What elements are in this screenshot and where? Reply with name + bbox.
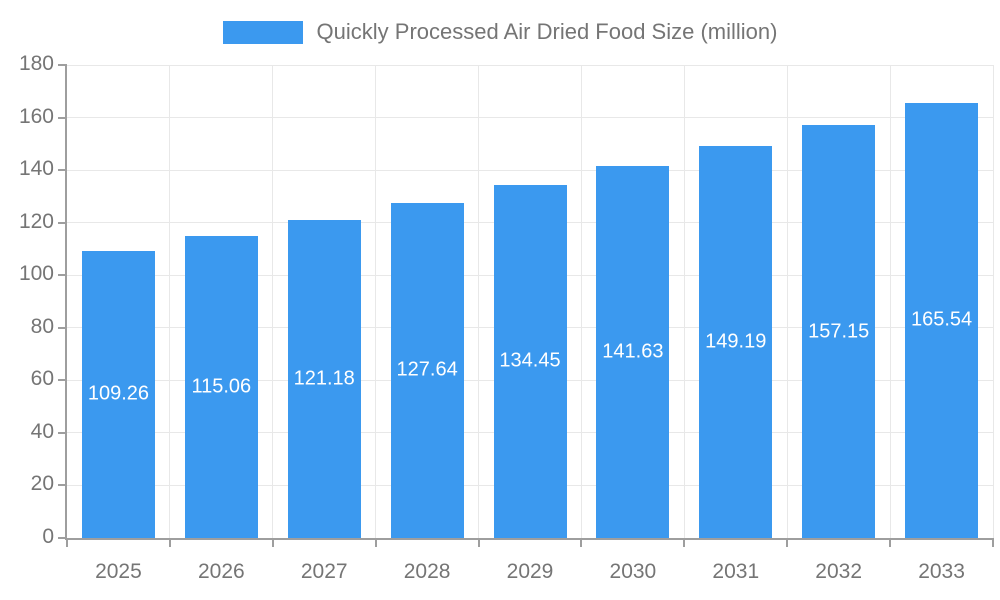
x-tick-label: 2025 <box>95 560 142 583</box>
y-tick-label: 160 <box>18 104 54 128</box>
y-tick-label: 20 <box>30 472 54 496</box>
y-axis-tick <box>58 221 67 224</box>
y-axis-tick <box>58 431 67 434</box>
gridline-vertical <box>169 65 171 538</box>
gridline-horizontal <box>67 117 993 119</box>
gridline-vertical <box>580 65 582 538</box>
x-axis-tick <box>477 538 480 547</box>
bar-value-label: 157.15 <box>808 320 870 343</box>
y-axis-tick <box>58 274 67 277</box>
x-axis-tick <box>683 538 686 547</box>
gridline-vertical <box>683 65 685 538</box>
bar[interactable] <box>596 165 670 538</box>
x-axis-tick <box>580 538 583 547</box>
y-axis-tick <box>58 116 67 119</box>
x-tick-label: 2030 <box>609 560 657 583</box>
legend[interactable]: Quickly Processed Air Dried Food Size (m… <box>0 19 1000 45</box>
y-axis-tick <box>58 379 67 382</box>
bar-value-label: 121.18 <box>293 367 355 390</box>
x-axis-tick <box>374 538 377 547</box>
bar[interactable] <box>905 102 979 538</box>
gridline-vertical <box>375 65 377 538</box>
bar-value-label: 134.45 <box>499 349 561 372</box>
x-tick-label: 2026 <box>197 560 245 583</box>
legend-label: Quickly Processed Air Dried Food Size (m… <box>316 19 778 44</box>
y-tick-label: 80 <box>30 314 54 338</box>
x-axis-tick <box>786 538 789 547</box>
x-axis-line <box>65 538 993 540</box>
gridline-vertical <box>992 65 994 538</box>
bar[interactable] <box>81 250 155 538</box>
bar-value-label: 115.06 <box>191 375 252 398</box>
x-tick-label: 2029 <box>506 560 554 583</box>
x-tick-label: 2031 <box>712 560 760 583</box>
bar[interactable] <box>699 145 773 538</box>
gridline-vertical <box>889 65 891 538</box>
y-tick-label: 100 <box>18 262 54 286</box>
x-tick-label: 2032 <box>815 560 863 583</box>
y-axis-line <box>65 65 67 540</box>
bar[interactable] <box>287 219 361 538</box>
bar[interactable] <box>802 125 876 538</box>
x-axis-tick <box>992 538 994 547</box>
y-tick-label: 0 <box>42 525 54 548</box>
y-tick-label: 60 <box>30 367 54 391</box>
y-tick-label: 180 <box>18 52 54 75</box>
bar-value-label: 127.64 <box>396 358 458 381</box>
bar-value-label: 149.19 <box>705 330 767 353</box>
gridline-horizontal <box>67 64 993 66</box>
y-tick-label: 140 <box>18 157 54 181</box>
y-axis-tick <box>58 326 67 329</box>
bar-value-label: 109.26 <box>87 382 150 405</box>
y-axis-tick <box>58 64 67 66</box>
bar[interactable] <box>390 202 464 538</box>
gridline-horizontal <box>67 169 993 171</box>
bar[interactable] <box>493 184 567 538</box>
x-axis-tick <box>271 538 274 547</box>
gridline-vertical <box>272 65 274 538</box>
y-tick-label: 40 <box>30 419 54 443</box>
y-axis-tick <box>58 537 67 539</box>
x-tick-label: 2027 <box>300 560 348 583</box>
bar-value-label: 165.54 <box>910 308 973 331</box>
x-tick-label: 2033 <box>918 560 965 583</box>
legend-swatch <box>222 20 303 44</box>
gridline-vertical <box>786 65 788 538</box>
y-axis-tick <box>58 169 67 172</box>
bar-value-label: 141.63 <box>602 340 664 363</box>
x-axis-tick <box>168 538 171 547</box>
x-tick-label: 2028 <box>403 560 451 583</box>
bar[interactable] <box>184 235 258 538</box>
y-axis-tick <box>58 484 67 487</box>
y-tick-label: 120 <box>18 209 54 233</box>
gridline-vertical <box>478 65 480 538</box>
x-axis-tick <box>889 538 892 547</box>
x-axis-tick <box>66 538 68 547</box>
